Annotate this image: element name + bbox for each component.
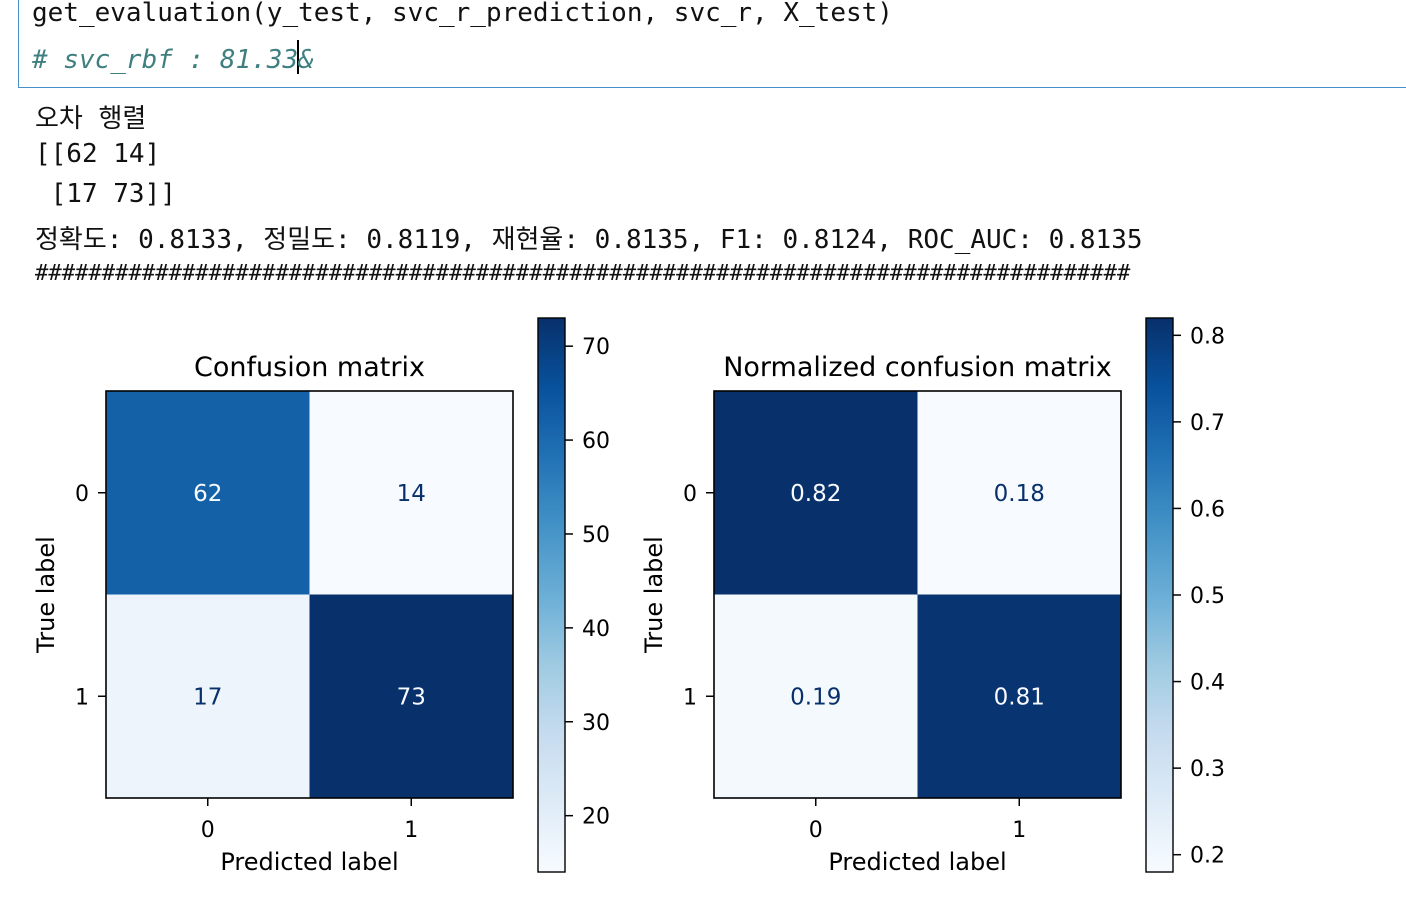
cell-value-label: 0.19 bbox=[790, 684, 841, 710]
colorbar-tick-label: 0.7 bbox=[1190, 411, 1225, 436]
cell-value-label: 73 bbox=[397, 684, 426, 710]
heatmap-cell bbox=[917, 391, 1121, 595]
heatmap-cell bbox=[714, 391, 918, 595]
output-matrix-row2: [17 73]] bbox=[35, 179, 176, 209]
x-tick-label: 0 bbox=[809, 818, 823, 843]
colorbar-tick-label: 0.2 bbox=[1190, 844, 1225, 869]
colorbar-tick-label: 20 bbox=[582, 805, 610, 830]
code-line-call[interactable]: get_evaluation(y_test, svc_r_prediction,… bbox=[32, 0, 893, 28]
colorbar-tick-label: 70 bbox=[582, 335, 610, 360]
colorbar-tick-label: 0.6 bbox=[1190, 497, 1225, 522]
code-cell[interactable]: get_evaluation(y_test, svc_r_prediction,… bbox=[18, 0, 1406, 88]
colorbar-tick-label: 30 bbox=[582, 711, 610, 736]
y-axis-label: True label bbox=[32, 536, 60, 654]
cell-value-label: 14 bbox=[397, 481, 426, 507]
x-axis-label: Predicted label bbox=[828, 848, 1006, 876]
y-tick-label: 1 bbox=[75, 685, 89, 710]
output-title: 오차 행렬 bbox=[35, 104, 147, 134]
y-tick-label: 0 bbox=[683, 482, 697, 507]
y-tick-label: 0 bbox=[75, 482, 89, 507]
heatmap-cell bbox=[106, 391, 310, 595]
colorbar-tick-label: 40 bbox=[582, 617, 610, 642]
comment-text-tail: & bbox=[298, 45, 314, 75]
colorbar-tick-label: 0.4 bbox=[1190, 671, 1225, 696]
colorbar-tick-label: 0.5 bbox=[1190, 584, 1225, 609]
output-matrix-row1: [[62 14] bbox=[35, 139, 161, 169]
x-tick-label: 1 bbox=[404, 818, 418, 843]
heatmap-cell bbox=[917, 594, 1121, 798]
cell-value-label: 0.81 bbox=[994, 684, 1045, 710]
axes-frame bbox=[713, 390, 1122, 799]
colorbar bbox=[537, 317, 566, 873]
cell-value-label: 17 bbox=[193, 684, 222, 710]
colorbar-tick-label: 50 bbox=[582, 523, 610, 548]
colorbar-tick-label: 0.3 bbox=[1190, 757, 1225, 782]
x-tick-label: 0 bbox=[201, 818, 215, 843]
cell-value-label: 62 bbox=[193, 481, 222, 507]
cell-value-label: 0.82 bbox=[790, 481, 841, 507]
chart-title: Normalized confusion matrix bbox=[723, 352, 1112, 383]
heatmap-cell bbox=[309, 594, 513, 798]
output-metrics: 정확도: 0.8133, 정밀도: 0.8119, 재현율: 0.8135, F… bbox=[35, 225, 1143, 255]
heatmap-cell bbox=[309, 391, 513, 595]
x-axis-label: Predicted label bbox=[220, 848, 398, 876]
colorbar bbox=[1145, 317, 1174, 873]
y-tick-label: 1 bbox=[683, 685, 697, 710]
heatmap-cell bbox=[714, 594, 918, 798]
comment-text: # svc_rbf : 81.33 bbox=[32, 45, 299, 75]
chart-title: Confusion matrix bbox=[194, 352, 425, 383]
x-tick-label: 1 bbox=[1012, 818, 1026, 843]
colorbar-tick-label: 60 bbox=[582, 429, 610, 454]
heatmap-cell bbox=[106, 594, 310, 798]
cell-value-label: 0.18 bbox=[994, 481, 1045, 507]
code-line-comment[interactable]: # svc_rbf : 81.33& bbox=[32, 40, 314, 75]
axes-frame bbox=[105, 390, 514, 799]
y-axis-label: True label bbox=[640, 536, 668, 654]
text-cursor bbox=[297, 40, 300, 74]
colorbar-tick-label: 0.8 bbox=[1190, 324, 1225, 349]
output-separator: ########################################… bbox=[35, 260, 1131, 286]
